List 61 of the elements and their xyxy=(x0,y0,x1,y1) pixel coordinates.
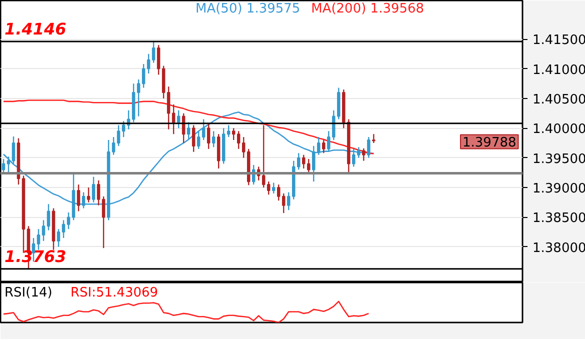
text: 1.39788 xyxy=(462,136,516,151)
candlestick xyxy=(116,124,120,147)
candlestick xyxy=(367,136,370,158)
text: RSI:51.43069 xyxy=(70,286,158,300)
candlestick xyxy=(86,186,90,203)
candlestick xyxy=(262,124,266,188)
candlestick xyxy=(216,133,220,170)
candlestick xyxy=(162,65,166,100)
candlestick xyxy=(357,146,360,158)
candlestick xyxy=(232,128,236,141)
y-tick-label: 1.38000 xyxy=(532,240,585,256)
candlestick xyxy=(136,78,140,117)
candlestick xyxy=(287,192,290,211)
candlestick xyxy=(236,130,240,150)
y-tick-label: 1.39500 xyxy=(532,152,585,167)
candlestick xyxy=(12,136,16,164)
candlestick xyxy=(172,104,176,135)
candlestick xyxy=(102,196,106,249)
candlestick xyxy=(76,184,80,212)
candlestick xyxy=(176,110,180,129)
candlestick xyxy=(66,212,70,230)
candlestick xyxy=(62,220,66,239)
text: MA(50) 1.39575 xyxy=(196,2,300,16)
candlestick xyxy=(372,133,376,144)
annotation: 1.4146 xyxy=(4,19,66,38)
candlestick xyxy=(6,156,10,174)
y-tick-label: 1.40500 xyxy=(532,92,585,108)
candlestick xyxy=(36,228,40,250)
candlestick xyxy=(202,118,206,141)
candlestick xyxy=(352,148,356,168)
y-tick-label: 1.39000 xyxy=(532,182,585,197)
candlestick xyxy=(112,136,116,156)
candlestick xyxy=(226,124,230,138)
candlestick xyxy=(56,228,60,248)
candlestick xyxy=(46,204,50,231)
candlestick xyxy=(267,180,270,196)
candlestick xyxy=(196,130,200,150)
text: MA(200) 1.39568 xyxy=(311,2,424,16)
candlestick xyxy=(142,63,146,88)
candlestick xyxy=(122,120,126,138)
candlestick xyxy=(242,136,246,158)
candlestick xyxy=(192,124,196,152)
candlestick xyxy=(146,53,150,74)
candlestick xyxy=(152,40,156,64)
candlestick xyxy=(186,122,190,140)
candlestick xyxy=(317,136,320,156)
candlestick xyxy=(272,182,276,194)
chart-title: RSI(14) xyxy=(4,286,52,300)
y-tick-label: 1.38500 xyxy=(532,211,585,226)
y-tick-label: 1.41000 xyxy=(532,62,585,78)
candlestick xyxy=(156,44,160,76)
candlestick xyxy=(212,130,216,148)
candlestick xyxy=(96,180,100,206)
candlestick xyxy=(322,139,326,154)
candlestick xyxy=(362,148,366,162)
candlestick xyxy=(42,220,46,242)
candlestick xyxy=(312,145,316,182)
candlestick xyxy=(206,122,210,150)
y-tick-label: 1.41500 xyxy=(532,33,585,48)
y-tick-label: 1.40000 xyxy=(532,122,585,138)
candlestick xyxy=(166,86,170,130)
